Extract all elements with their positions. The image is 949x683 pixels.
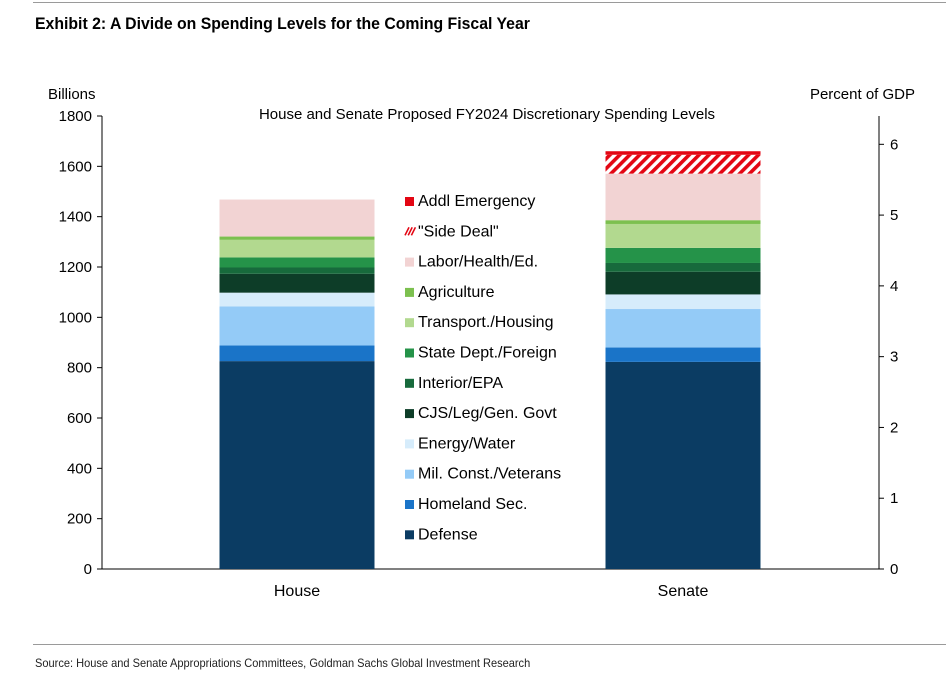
legend-swatch-stripe xyxy=(404,226,410,236)
bar-segment-house-mil-const-veterans xyxy=(219,306,375,346)
bar-segment-house-labor-health-ed xyxy=(219,199,375,237)
bar-segment-house-interior-epa xyxy=(219,267,375,274)
legend-swatch-transport-housing xyxy=(405,318,414,328)
legend-swatch-addl-emergency xyxy=(405,197,414,206)
y-tick-label: 1000 xyxy=(59,309,92,326)
bars xyxy=(219,151,761,569)
legend-swatch-cjs-leg-gen-govt xyxy=(405,409,414,419)
y2-tick-label: 0 xyxy=(890,561,898,578)
bar-segment-senate-mil-const-veterans xyxy=(605,309,761,348)
bar-segment-senate-state-dept-foreign xyxy=(605,247,761,263)
y-tick-label: 1400 xyxy=(59,209,92,226)
y-tick-label: 200 xyxy=(67,511,92,528)
legend-label: Defense xyxy=(418,526,478,543)
legend-swatch-agriculture xyxy=(405,287,414,297)
bar-segment-senate-interior-epa xyxy=(605,262,761,272)
y2-tick-label: 5 xyxy=(890,207,898,224)
legend-swatch-defense xyxy=(405,530,414,540)
y-tick-label: 1800 xyxy=(59,108,92,125)
bar-segment-senate-transport-housing xyxy=(605,223,761,248)
bar-segment-senate-side-deal xyxy=(605,154,761,174)
source-note: Source: House and Senate Appropriations … xyxy=(35,656,531,670)
bar-segment-senate-labor-health-ed xyxy=(605,173,761,221)
legend-swatch-state-dept-foreign xyxy=(405,348,414,358)
legend-swatch-energy-water xyxy=(405,439,414,449)
bar-segment-house-homeland-sec xyxy=(219,345,375,362)
bar-segment-senate-energy-water xyxy=(605,294,761,310)
bar-segment-senate-addl-emergency xyxy=(605,151,761,155)
x-axis-labels: House Senate xyxy=(274,583,709,600)
legend-label: "Side Deal" xyxy=(418,223,499,240)
y2-axis-label: Percent of GDP xyxy=(810,86,915,103)
top-rule xyxy=(33,2,946,3)
legend-label: Agriculture xyxy=(418,284,495,301)
y2-tick-label: 1 xyxy=(890,490,898,507)
legend-label: Homeland Sec. xyxy=(418,496,527,513)
legend-swatch-stripe xyxy=(407,226,413,236)
y-axis-ticks: 0 200 400 600 800 1000 1200 1400 1600 1800 xyxy=(59,108,102,578)
exhibit-title: Exhibit 2: A Divide on Spending Levels f… xyxy=(35,14,530,33)
legend-label: Interior/EPA xyxy=(418,375,503,392)
y-tick-label: 1200 xyxy=(59,259,92,276)
bar-segment-house-energy-water xyxy=(219,292,375,307)
legend-label: Labor/Health/Ed. xyxy=(418,254,538,271)
bar-segment-house-agriculture xyxy=(219,236,375,240)
y2-tick-label: 2 xyxy=(890,419,898,436)
bar-segment-senate-defense xyxy=(605,361,761,569)
y2-tick-label: 6 xyxy=(890,136,898,153)
bar-segment-house-defense xyxy=(219,361,375,569)
bar-segment-senate-homeland-sec xyxy=(605,347,761,362)
chart-title: House and Senate Proposed FY2024 Discret… xyxy=(259,106,715,123)
legend-swatch-side-deal xyxy=(404,226,417,236)
y-tick-label: 0 xyxy=(84,561,92,578)
legend-label: CJS/Leg/Gen. Govt xyxy=(418,405,557,422)
x-tick-label: Senate xyxy=(658,583,709,600)
legend-swatch-homeland-sec xyxy=(405,500,414,509)
bar-segment-house-transport-housing xyxy=(219,239,375,258)
legend-swatch-mil-const-veterans xyxy=(405,469,414,479)
y-axis-label: Billions xyxy=(48,86,96,103)
bar-segment-house-state-dept-foreign xyxy=(219,257,375,268)
bottom-rule xyxy=(33,644,946,645)
y-tick-label: 400 xyxy=(67,460,92,477)
legend: Addl Emergency "Side Deal" Labor/Health/Ed… xyxy=(404,193,561,543)
legend-label: State Dept./Foreign xyxy=(418,345,557,362)
legend-label: Addl Emergency xyxy=(418,193,535,210)
legend-label: Mil. Const./Veterans xyxy=(418,466,561,483)
y-tick-label: 800 xyxy=(67,360,92,377)
legend-swatch-stripe xyxy=(410,226,417,236)
y2-tick-label: 4 xyxy=(890,278,898,295)
y2-axis-ticks: 0 1 2 3 4 5 6 xyxy=(879,136,898,578)
bar-segment-senate-agriculture xyxy=(605,220,761,224)
legend-swatch-labor-health-ed xyxy=(405,257,414,267)
legend-label: Energy/Water xyxy=(418,435,516,452)
y2-tick-label: 3 xyxy=(890,349,898,366)
legend-swatch-interior-epa xyxy=(405,378,414,388)
bar-segment-house-cjs-leg-gen-govt xyxy=(219,273,375,293)
y-tick-label: 1600 xyxy=(59,158,92,175)
legend-label: Transport./Housing xyxy=(418,314,553,331)
bar-segment-senate-cjs-leg-gen-govt xyxy=(605,271,761,295)
y-tick-label: 600 xyxy=(67,410,92,427)
x-tick-label: House xyxy=(274,583,320,600)
